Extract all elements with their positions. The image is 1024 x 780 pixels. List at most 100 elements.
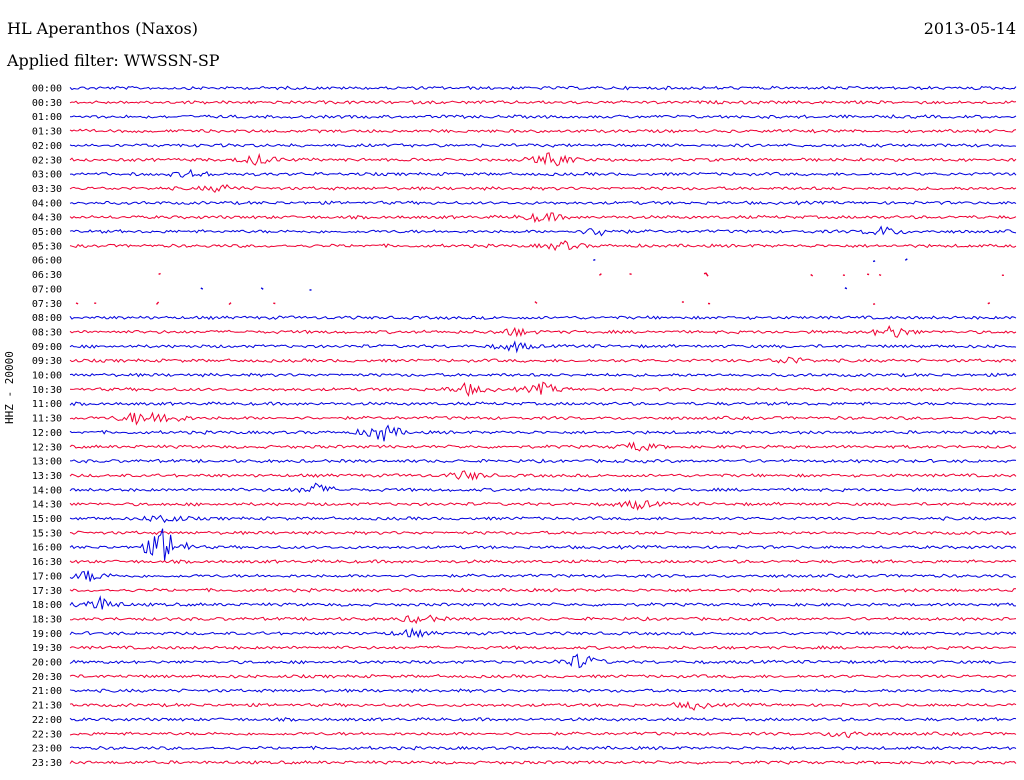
row-label: 12:30 <box>32 442 62 453</box>
row-label: 21:00 <box>32 686 62 697</box>
trace-line <box>69 559 1017 565</box>
trace-line <box>201 288 1012 290</box>
trace-line <box>69 372 1017 378</box>
trace-line <box>69 114 1017 120</box>
trace-line <box>69 168 1017 178</box>
row-label: 19:00 <box>32 629 62 640</box>
trace-line <box>69 325 1017 338</box>
trace-line <box>69 85 1017 91</box>
trace-line <box>69 184 1017 194</box>
row-label: 23:30 <box>32 758 62 769</box>
trace-line <box>76 302 1010 305</box>
row-label: 00:00 <box>32 84 62 95</box>
trace-line <box>69 315 1017 321</box>
row-label: 16:30 <box>32 557 62 568</box>
trace-line <box>69 99 1017 105</box>
trace-line <box>69 424 1017 442</box>
trace-line <box>69 128 1017 134</box>
trace-line <box>593 259 1002 262</box>
row-label: 18:30 <box>32 614 62 625</box>
row-label: 11:30 <box>32 414 62 425</box>
row-label: 01:30 <box>32 127 62 138</box>
trace-line <box>69 653 1017 669</box>
row-label: 01:00 <box>32 112 62 123</box>
row-label: 10:30 <box>32 385 62 396</box>
trace-line <box>69 587 1017 593</box>
row-label: 04:00 <box>32 198 62 209</box>
trace-line <box>69 716 1017 722</box>
row-label: 03:00 <box>32 170 62 181</box>
trace-line <box>69 514 1017 524</box>
trace-line <box>69 595 1016 610</box>
trace-line <box>69 745 1017 751</box>
row-label: 00:30 <box>32 98 62 109</box>
row-label: 07:30 <box>32 299 62 310</box>
trace-line <box>69 499 1017 511</box>
trace-line <box>69 482 1017 494</box>
row-label: 20:30 <box>32 672 62 683</box>
row-label: 10:00 <box>32 371 62 382</box>
row-label: 20:00 <box>32 658 62 669</box>
row-label: 21:30 <box>32 701 62 712</box>
trace-line <box>69 152 1017 167</box>
trace-line <box>69 240 1017 252</box>
row-label: 08:30 <box>32 327 62 338</box>
trace-line <box>69 731 1017 739</box>
row-label: 02:00 <box>32 141 62 152</box>
trace-line <box>69 674 1017 679</box>
trace-line <box>69 627 1017 639</box>
trace-line <box>69 700 1017 711</box>
row-label: 09:30 <box>32 356 62 367</box>
trace-line <box>69 411 1017 426</box>
row-label: 22:30 <box>32 729 62 740</box>
row-label: 17:30 <box>32 586 62 597</box>
trace-line <box>69 340 1017 354</box>
row-label: 17:00 <box>32 571 62 582</box>
row-label: 13:00 <box>32 457 62 468</box>
row-label: 14:00 <box>32 485 62 496</box>
row-label: 05:30 <box>32 241 62 252</box>
trace-line <box>158 272 1004 277</box>
row-label: 07:00 <box>32 284 62 295</box>
row-label: 22:00 <box>32 715 62 726</box>
trace-line <box>70 458 1017 464</box>
row-label: 12:00 <box>32 428 62 439</box>
row-label: 08:00 <box>32 313 62 324</box>
row-label: 19:30 <box>32 643 62 654</box>
station-title: HL Aperanthos (Naxos) <box>7 19 198 38</box>
trace-line <box>69 570 1017 582</box>
row-label: 11:00 <box>32 399 62 410</box>
filter-label: Applied filter: WWSSN-SP <box>7 51 220 70</box>
trace-line <box>69 356 1017 364</box>
trace-line <box>69 530 1017 536</box>
trace-line <box>69 441 1017 452</box>
row-label: 04:30 <box>32 213 62 224</box>
trace-line <box>69 528 1017 561</box>
row-label: 05:00 <box>32 227 62 238</box>
trace-line <box>69 225 1017 237</box>
row-label: 15:00 <box>32 514 62 525</box>
trace-line <box>69 381 1017 398</box>
trace-line <box>69 645 1017 650</box>
trace-line <box>69 212 1017 224</box>
row-label: 09:00 <box>32 342 62 353</box>
trace-line <box>69 760 1017 765</box>
trace-line <box>69 470 1017 481</box>
row-label: 14:30 <box>32 500 62 511</box>
trace-line <box>69 614 1017 625</box>
trace-line <box>69 401 1017 407</box>
trace-line <box>69 143 1017 148</box>
row-label: 16:00 <box>32 543 62 554</box>
row-label: 15:30 <box>32 528 62 539</box>
row-label: 13:30 <box>32 471 62 482</box>
date-label: 2013-05-14 <box>923 19 1016 38</box>
row-label: 03:30 <box>32 184 62 195</box>
row-label: 18:00 <box>32 600 62 611</box>
row-label: 06:30 <box>32 270 62 281</box>
trace-line <box>69 688 1017 694</box>
trace-line <box>69 200 1017 206</box>
row-label: 06:00 <box>32 256 62 267</box>
row-label: 02:30 <box>32 155 62 166</box>
row-label: 23:00 <box>32 744 62 755</box>
